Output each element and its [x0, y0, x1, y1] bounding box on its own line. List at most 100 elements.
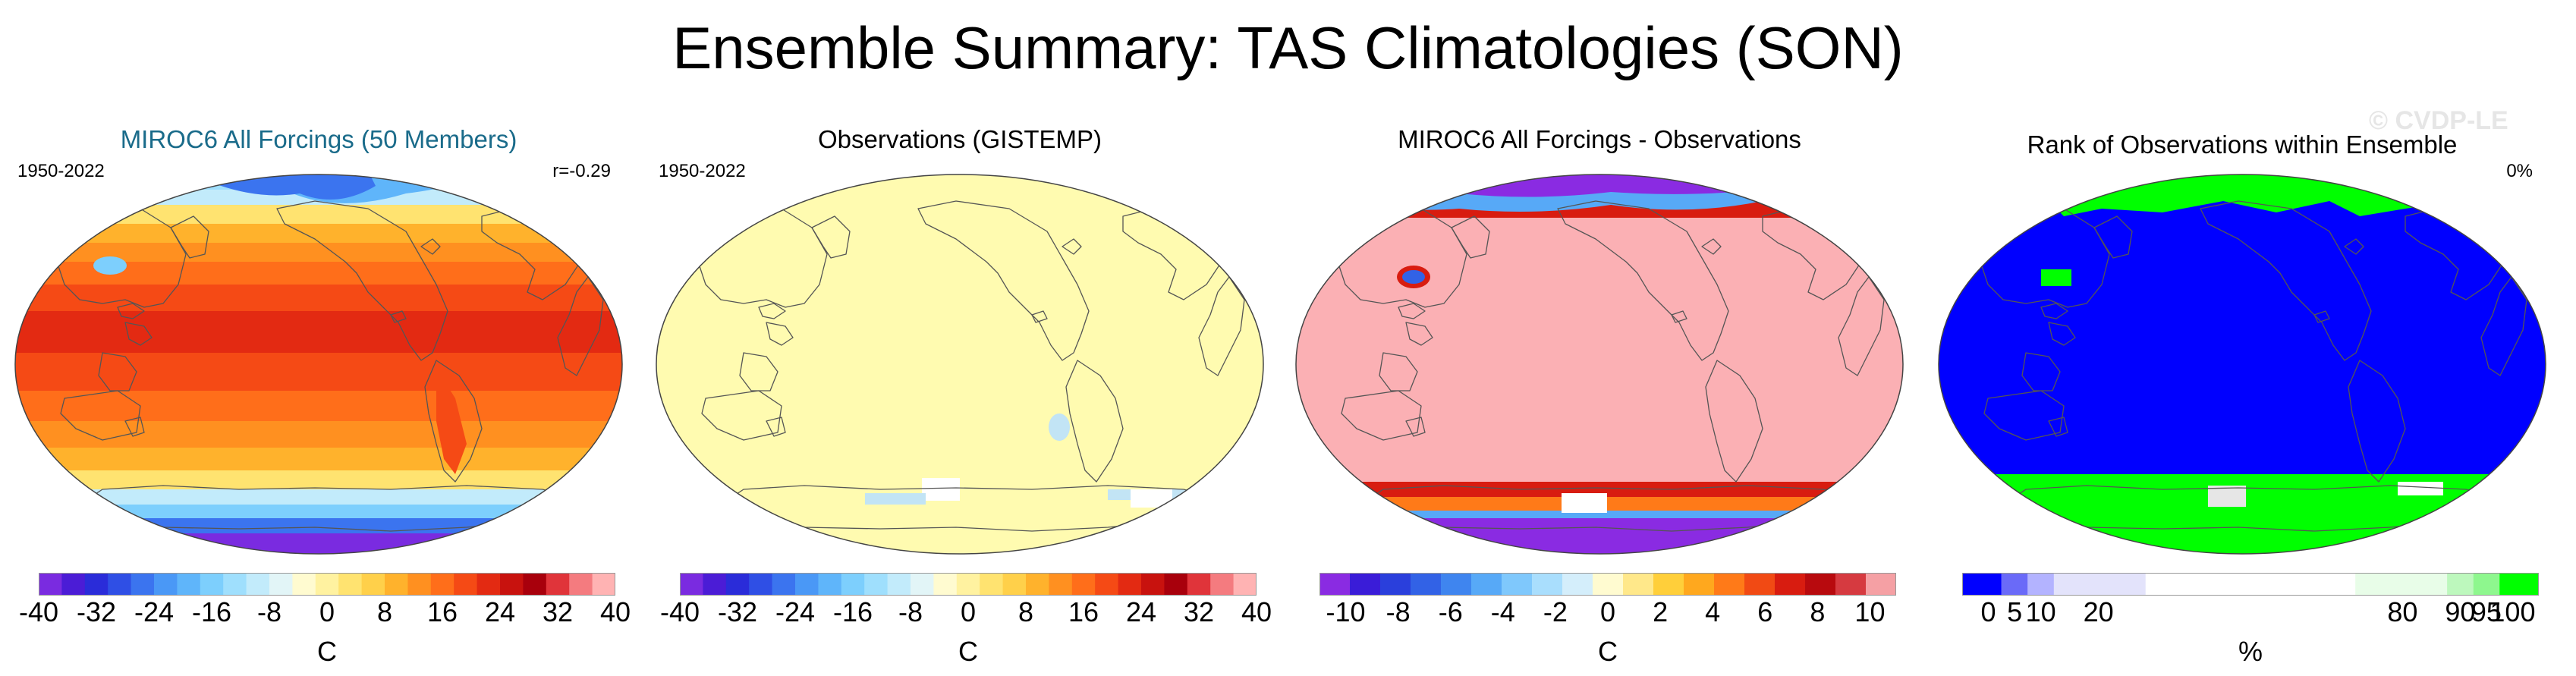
colorbar-tick-label: 100 — [2490, 596, 2536, 627]
colorbar-swatch — [1835, 573, 1867, 596]
map-band — [15, 353, 622, 391]
andes-region — [436, 368, 467, 474]
coastline — [2200, 200, 2372, 361]
colorbar-swatch — [1714, 573, 1745, 596]
coastline — [420, 238, 441, 255]
map-climatology — [14, 174, 623, 555]
colorbar-tick-label: -40 — [659, 596, 700, 627]
panel-title: Observations (GISTEMP) — [817, 125, 1102, 153]
colorbar-tick-label: 40 — [1241, 596, 1272, 627]
coastline — [124, 322, 153, 346]
colorbar-tick-label: 24 — [484, 596, 516, 627]
coastline — [557, 276, 604, 376]
colorbar-tick-label: -8 — [898, 596, 923, 627]
coastline — [1671, 310, 1687, 323]
colorbar-swatch — [292, 573, 316, 596]
colorbar-swatch — [315, 573, 339, 596]
coastline — [1983, 390, 2065, 441]
coastline — [2048, 322, 2076, 346]
globe-outline — [656, 174, 1264, 555]
colorbar-swatch — [1411, 573, 1442, 596]
map-band — [15, 224, 622, 244]
colorbar-swatch — [1866, 573, 1896, 596]
colorbar-frame — [680, 573, 1257, 596]
colorbar-tick-label: -8 — [256, 596, 282, 627]
map-band — [15, 391, 622, 422]
map-observations — [656, 174, 1264, 555]
colorbar-swatch — [1187, 573, 1211, 596]
colorbar-swatch — [39, 573, 62, 596]
colorbar-swatch — [84, 573, 109, 596]
colorbar-swatch — [1210, 573, 1235, 596]
coastline — [170, 215, 209, 259]
panel-title: MIROC6 All Forcings (50 Members) — [120, 125, 517, 153]
colorbar-swatch — [546, 573, 570, 596]
colorbar-labels: -40 -32 -24 -16 -8 0 8 16 24 32 40 C — [660, 596, 1272, 667]
missing-data-patch — [2208, 486, 2246, 507]
panel-title: MIROC6 All Forcings - Observations — [1398, 125, 1801, 153]
colorbar-labels: -40 -32 -24 -16 -8 0 8 16 24 32 40 C — [19, 596, 631, 667]
colorbar — [1319, 573, 1896, 596]
colorbar-swatch — [108, 573, 132, 596]
map-band — [15, 205, 622, 225]
colorbar-swatch — [1805, 573, 1836, 596]
coastline — [2313, 310, 2330, 323]
colorbar-tick-label: 16 — [1068, 596, 1099, 627]
map-band — [15, 448, 622, 471]
colorbar-swatch — [956, 573, 980, 596]
colorbar-tick-label: 24 — [1125, 596, 1157, 627]
map-band — [15, 505, 622, 519]
colorbar-swatch — [980, 573, 1004, 596]
colorbar-units: % — [2238, 636, 2263, 667]
colorbar-swatch — [569, 573, 593, 596]
coastline — [2344, 238, 2364, 255]
colorbar-swatch — [246, 573, 270, 596]
coastline — [758, 303, 786, 319]
colorbar-tick-label: 6 — [1757, 596, 1773, 627]
colorbar-tick-label: 5 — [2007, 596, 2023, 627]
coastline — [1838, 276, 1885, 376]
colorbar-swatch — [385, 573, 408, 596]
colorbar-tick-label: 90 — [2445, 596, 2476, 627]
colorbar-swatch — [1502, 573, 1533, 596]
colorbar-swatch — [1532, 573, 1563, 596]
colorbar-swatch — [1744, 573, 1776, 596]
colorbar-tick-label: 10 — [2025, 596, 2056, 627]
colorbar-swatch — [2027, 573, 2054, 596]
colorbar-tick-label: -40 — [18, 596, 59, 627]
colorbar-swatch — [338, 573, 363, 596]
correlation-label: r=-0.29 — [552, 161, 611, 181]
colorbar-swatch — [1623, 573, 1654, 596]
coastline — [2021, 352, 2061, 391]
colorbar-labels: -10 -8 -6 -4 -2 0 2 4 6 8 10 C — [1319, 596, 1896, 667]
colorbar-swatch — [1653, 573, 1684, 596]
colorbar-swatch — [1049, 573, 1073, 596]
colorbar-swatch — [1141, 573, 1165, 596]
colorbar-swatch — [361, 573, 385, 596]
coastline — [2348, 360, 2406, 483]
colorbar-swatch — [2145, 573, 2356, 596]
globe-outline — [14, 174, 623, 555]
colorbar-labels: 0 5 10 20 80 90 95 100% — [1962, 596, 2539, 667]
colorbar-tick-label: 8 — [1810, 596, 1826, 627]
colorbar-frame — [1319, 573, 1896, 596]
colorbar-frame — [1962, 573, 2539, 596]
colorbar-frame — [39, 573, 615, 596]
colorbar-swatch — [1071, 573, 1096, 596]
coastline — [1062, 238, 1082, 255]
map-band — [15, 285, 622, 312]
colorbar-swatch — [818, 573, 842, 596]
tibet-high-rank — [2041, 269, 2071, 286]
colorbar-swatch — [430, 573, 454, 596]
colorbar-swatch — [2053, 573, 2146, 596]
map-rank — [1938, 174, 2546, 555]
colorbar — [1962, 573, 2539, 596]
colorbar-swatch — [703, 573, 727, 596]
map-band — [15, 470, 622, 490]
tibet-core — [1402, 270, 1425, 284]
coastline — [1341, 390, 1422, 441]
missing-data-patch — [1562, 493, 1607, 513]
colorbar-tick-label: 10 — [1854, 596, 1886, 627]
colorbar-swatch — [1319, 573, 1351, 596]
coastline — [424, 360, 483, 483]
